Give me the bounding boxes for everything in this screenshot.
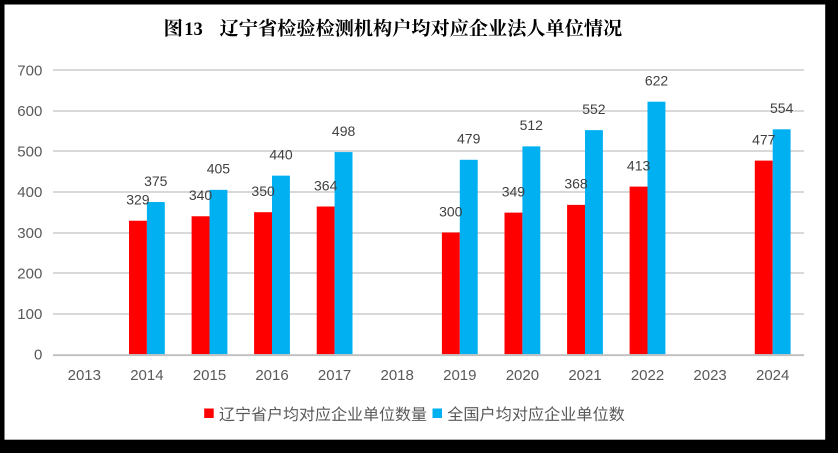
svg-text:500: 500 [17, 144, 42, 161]
svg-text:2024: 2024 [756, 367, 789, 384]
svg-text:300: 300 [439, 203, 463, 219]
svg-text:340: 340 [189, 187, 213, 203]
svg-text:329: 329 [126, 192, 150, 208]
svg-text:2017: 2017 [318, 367, 351, 384]
svg-text:2021: 2021 [568, 367, 601, 384]
svg-text:700: 700 [17, 62, 42, 79]
svg-text:440: 440 [269, 146, 293, 162]
svg-text:2016: 2016 [255, 367, 288, 384]
svg-text:2015: 2015 [193, 367, 226, 384]
svg-text:552: 552 [582, 101, 606, 117]
svg-text:2018: 2018 [381, 367, 414, 384]
svg-text:413: 413 [627, 157, 651, 173]
svg-text:622: 622 [645, 73, 669, 89]
svg-text:2014: 2014 [130, 367, 163, 384]
svg-text:498: 498 [332, 123, 356, 139]
svg-text:364: 364 [314, 177, 338, 193]
svg-text:2013: 2013 [68, 367, 101, 384]
svg-text:350: 350 [251, 183, 275, 199]
svg-text:477: 477 [752, 131, 776, 147]
svg-text:100: 100 [17, 306, 42, 323]
svg-text:0: 0 [34, 347, 42, 364]
svg-text:2019: 2019 [443, 367, 476, 384]
svg-text:375: 375 [144, 173, 168, 189]
svg-text:600: 600 [17, 103, 42, 120]
svg-text:349: 349 [502, 183, 526, 199]
svg-text:13: 13 [184, 20, 203, 40]
svg-text:512: 512 [520, 117, 544, 133]
svg-text:405: 405 [207, 161, 231, 177]
svg-text:479: 479 [457, 131, 481, 147]
svg-text:300: 300 [17, 225, 42, 242]
svg-text:368: 368 [564, 176, 588, 192]
svg-text:2020: 2020 [506, 367, 539, 384]
svg-text:2022: 2022 [631, 367, 664, 384]
svg-text:2023: 2023 [693, 367, 726, 384]
svg-text:200: 200 [17, 265, 42, 282]
svg-text:400: 400 [17, 184, 42, 201]
svg-text:554: 554 [770, 100, 794, 116]
